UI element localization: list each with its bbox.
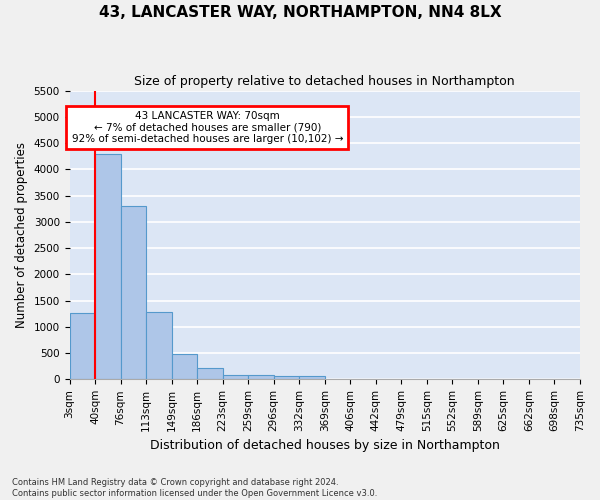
Bar: [121, 206, 146, 380]
Bar: [299, 376, 325, 380]
Title: Size of property relative to detached houses in Northampton: Size of property relative to detached ho…: [134, 75, 515, 88]
Bar: [274, 376, 299, 380]
Bar: [172, 354, 197, 380]
Text: 43, LANCASTER WAY, NORTHAMPTON, NN4 8LX: 43, LANCASTER WAY, NORTHAMPTON, NN4 8LX: [98, 5, 502, 20]
Text: 43 LANCASTER WAY: 70sqm
← 7% of detached houses are smaller (790)
92% of semi-de: 43 LANCASTER WAY: 70sqm ← 7% of detached…: [71, 111, 343, 144]
Bar: [95, 154, 121, 380]
Text: Contains HM Land Registry data © Crown copyright and database right 2024.
Contai: Contains HM Land Registry data © Crown c…: [12, 478, 377, 498]
X-axis label: Distribution of detached houses by size in Northampton: Distribution of detached houses by size …: [150, 440, 500, 452]
Bar: [223, 374, 248, 380]
Bar: [146, 312, 172, 380]
Bar: [248, 375, 274, 380]
Bar: [197, 368, 223, 380]
Y-axis label: Number of detached properties: Number of detached properties: [15, 142, 28, 328]
Bar: [70, 312, 95, 380]
